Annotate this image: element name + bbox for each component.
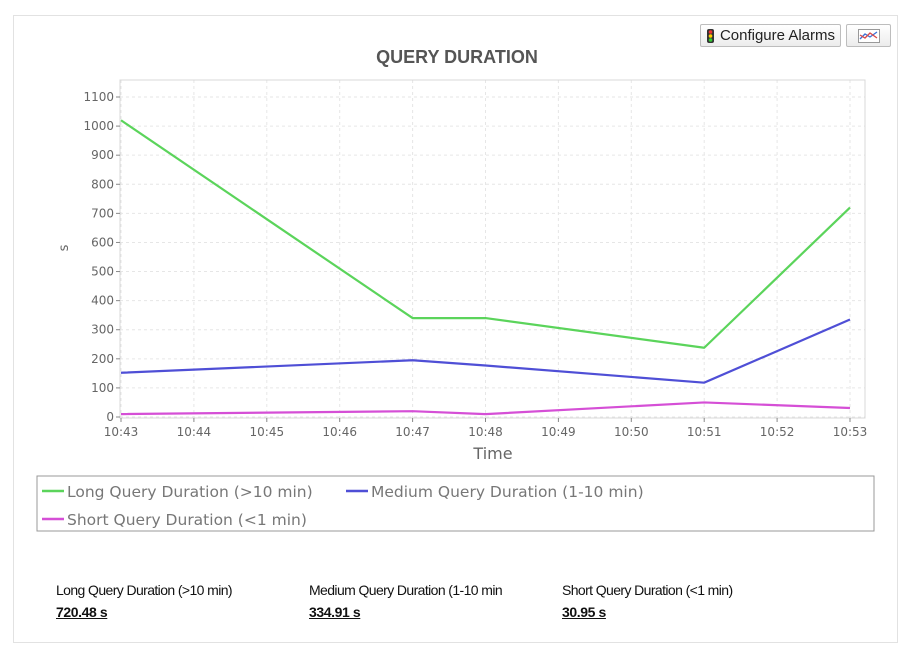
y-tick-label: 1000 (83, 119, 114, 133)
y-tick-label: 300 (91, 323, 114, 337)
summary-long-label: Long Query Duration (>10 min) (56, 582, 233, 598)
y-tick-label: 700 (91, 206, 114, 220)
y-axis-label: s (57, 244, 72, 251)
x-tick-label: 10:52 (760, 425, 795, 439)
summary-short-value[interactable]: 30.95 s (562, 604, 606, 620)
x-tick-label: 10:44 (177, 425, 212, 439)
x-axis-label: Time (472, 444, 512, 463)
summary-medium: Medium Query Duration (1-10 min 334.91 s (309, 582, 503, 620)
y-tick-label: 800 (91, 177, 114, 191)
x-axis: 10:43 10:44 10:45 10:46 10:47 10:48 10:49 10:50… (104, 418, 868, 439)
y-tick-label: 0 (106, 410, 114, 424)
x-tick-label: 10:45 (250, 425, 285, 439)
y-tick-label: 600 (91, 235, 114, 249)
x-tick-label: 10:46 (322, 425, 357, 439)
summary-medium-label: Medium Query Duration (1-10 min (309, 582, 503, 598)
legend-label: Long Query Duration (>10 min) (67, 483, 313, 501)
legend-label: Medium Query Duration (1-10 min) (371, 483, 644, 501)
summary-long: Long Query Duration (>10 min) 720.48 s (56, 582, 233, 620)
x-tick-label: 10:48 (468, 425, 503, 439)
y-tick-label: 1100 (83, 90, 114, 104)
summary-long-value[interactable]: 720.48 s (56, 604, 108, 620)
y-tick-label: 400 (91, 294, 114, 308)
chart-panel (13, 15, 898, 643)
series-line-1 (120, 318, 851, 384)
series-line-0 (120, 119, 851, 349)
plot-area (119, 79, 866, 419)
y-tick-label: 900 (91, 148, 114, 162)
summary-short: Short Query Duration (<1 min) 30.95 s (562, 582, 733, 620)
x-tick-label: 10:43 (104, 425, 139, 439)
legend-items: Long Query Duration (>10 min) Medium Quer… (42, 483, 644, 529)
configure-alarms-button[interactable]: Configure Alarms (699, 24, 841, 47)
y-tick-label: 500 (91, 265, 114, 279)
traffic-light-icon (706, 28, 714, 43)
line-chart-icon (857, 28, 880, 43)
chart-options-button[interactable] (846, 24, 891, 47)
y-tick-label: 200 (91, 352, 114, 366)
x-tick-label: 10:49 (541, 425, 576, 439)
chart-toolbar: Configure Alarms (699, 24, 891, 47)
summary-short-label: Short Query Duration (<1 min) (562, 582, 733, 598)
chart-title: QUERY DURATION (376, 47, 538, 67)
grid-lines (120, 80, 865, 418)
legend-label: Short Query Duration (<1 min) (67, 511, 307, 529)
series-lines (120, 119, 851, 416)
y-axis: 0 100 200 300 400 500 600 700 800 900 1000 1100 (83, 90, 120, 424)
configure-alarms-label: Configure Alarms (719, 27, 835, 44)
x-tick-label: 10:47 (395, 425, 430, 439)
series-line-2 (120, 401, 851, 416)
x-tick-label: 10:53 (833, 425, 868, 439)
x-tick-label: 10:51 (687, 425, 722, 439)
x-tick-label: 10:50 (614, 425, 649, 439)
summary-medium-value[interactable]: 334.91 s (309, 604, 361, 620)
legend (36, 475, 875, 532)
y-tick-label: 100 (91, 381, 114, 395)
